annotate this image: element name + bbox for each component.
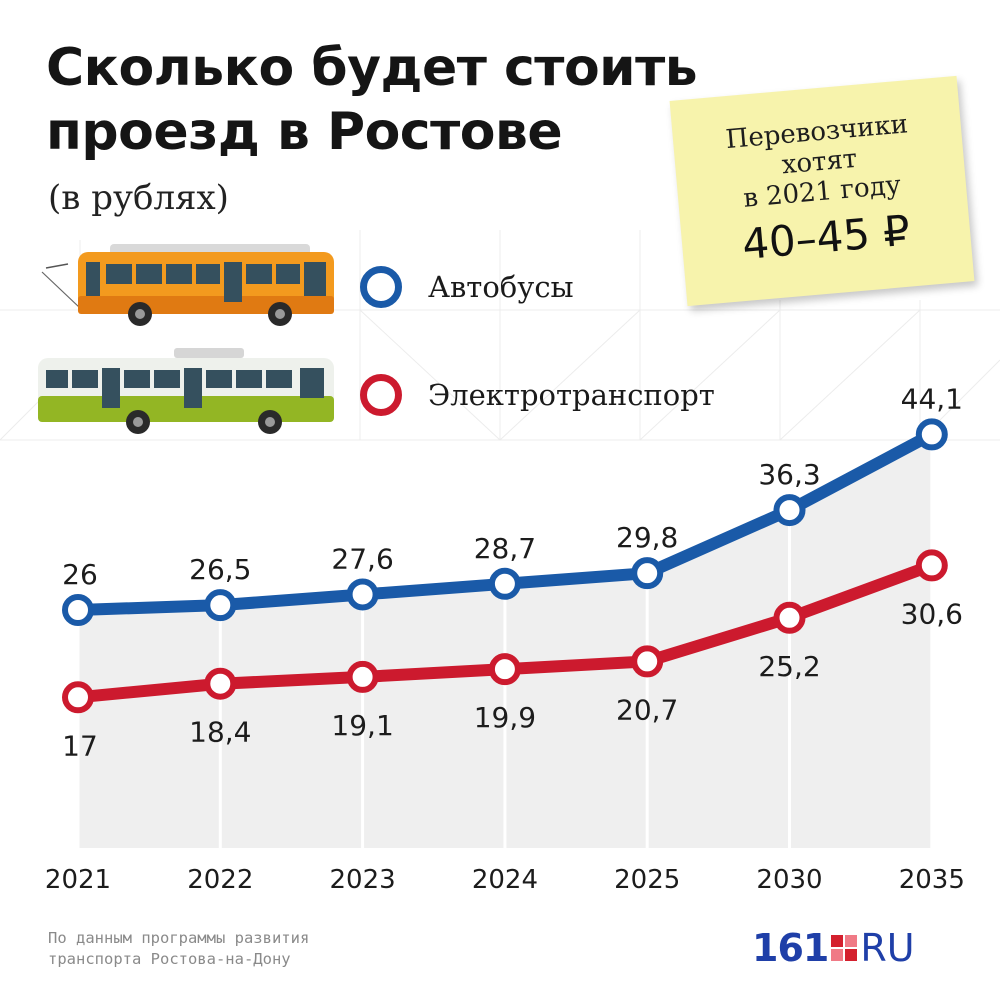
data-point	[346, 660, 379, 693]
legend-item-electric: Электротранспорт	[360, 374, 715, 416]
data-label: 19,9	[474, 701, 536, 734]
logo-number: 161	[752, 926, 829, 970]
data-point	[631, 645, 664, 678]
legend-label-electric: Электротранспорт	[428, 378, 715, 412]
data-label: 17	[62, 729, 98, 762]
source-note: По данным программы развития транспорта …	[48, 928, 309, 970]
legend-marker-electric	[360, 374, 402, 416]
data-label: 29,8	[616, 521, 678, 554]
source-line-1: По данным программы развития	[48, 929, 310, 947]
data-point	[488, 653, 521, 686]
data-point	[204, 667, 237, 700]
data-label: 20,7	[616, 693, 678, 726]
data-point	[915, 549, 948, 582]
logo-mark-icon	[831, 935, 858, 961]
x-tick-label: 2023	[330, 865, 396, 895]
data-point	[346, 578, 379, 611]
data-label: 28,7	[474, 532, 536, 565]
source-line-2: транспорта Ростова-на-Дону	[48, 950, 291, 968]
legend-marker-buses	[360, 266, 402, 308]
data-point	[915, 418, 948, 451]
x-tick-label: 2030	[756, 865, 822, 895]
bus-icon	[41, 244, 334, 326]
data-label: 44,1	[901, 382, 963, 415]
data-point	[62, 594, 94, 626]
x-tick-label: 2024	[472, 865, 538, 895]
x-tick-label: 2025	[614, 865, 680, 895]
data-point	[773, 601, 806, 634]
trolleybus-icon	[38, 348, 334, 434]
x-tick-label: 2035	[899, 865, 965, 895]
data-point	[62, 681, 94, 714]
page-title: Сколько будет стоить проезд в Ростове	[46, 36, 698, 164]
brand-logo[interactable]: 161 RU	[752, 926, 915, 970]
x-tick-label: 2022	[187, 865, 253, 895]
data-label: 25,2	[758, 650, 820, 683]
logo-suffix: RU	[860, 926, 915, 970]
title-line-1: Сколько будет стоить	[46, 38, 698, 98]
data-label: 27,6	[331, 542, 393, 575]
data-label: 36,3	[758, 458, 820, 491]
data-label: 30,6	[901, 597, 963, 630]
x-tick-label: 2021	[45, 865, 111, 895]
legend-item-buses: Автобусы	[360, 266, 574, 308]
data-point	[631, 557, 664, 590]
data-label: 26,5	[189, 553, 251, 586]
data-point	[488, 567, 521, 600]
subtitle: (в рублях)	[48, 178, 229, 218]
data-label: 26	[62, 558, 98, 591]
legend-label-buses: Автобусы	[428, 270, 574, 304]
data-label: 19,1	[331, 709, 393, 742]
title-line-2: проезд в Ростове	[46, 102, 563, 162]
data-point	[204, 589, 237, 622]
data-label: 18,4	[189, 716, 251, 749]
data-point	[773, 494, 806, 527]
